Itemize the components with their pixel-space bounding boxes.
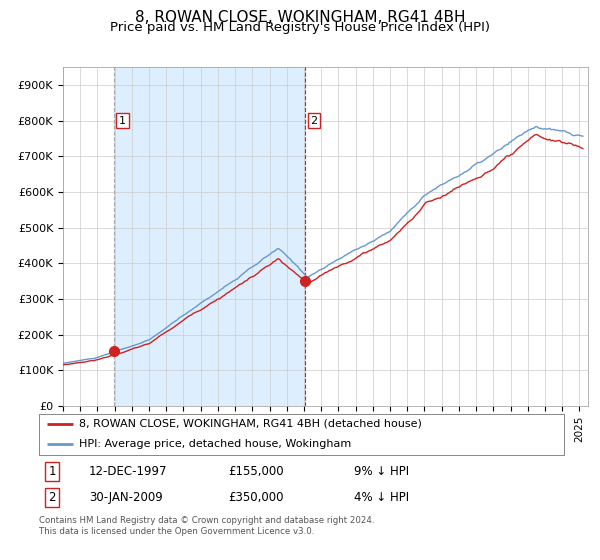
Text: HPI: Average price, detached house, Wokingham: HPI: Average price, detached house, Woki…: [79, 439, 352, 449]
Bar: [114, 67, 305, 406]
Text: 1: 1: [49, 465, 56, 478]
Text: 9% ↓ HPI: 9% ↓ HPI: [354, 465, 409, 478]
Text: 12-DEC-1997: 12-DEC-1997: [89, 465, 167, 478]
Text: 2: 2: [49, 491, 56, 504]
Text: Price paid vs. HM Land Registry's House Price Index (HPI): Price paid vs. HM Land Registry's House …: [110, 21, 490, 34]
Text: 8, ROWAN CLOSE, WOKINGHAM, RG41 4BH: 8, ROWAN CLOSE, WOKINGHAM, RG41 4BH: [135, 10, 465, 25]
Text: Contains HM Land Registry data © Crown copyright and database right 2024.
This d: Contains HM Land Registry data © Crown c…: [39, 516, 374, 536]
Text: £155,000: £155,000: [228, 465, 284, 478]
Text: 2: 2: [311, 116, 317, 125]
Text: 30-JAN-2009: 30-JAN-2009: [89, 491, 163, 504]
Text: 1: 1: [119, 116, 126, 125]
Text: 4% ↓ HPI: 4% ↓ HPI: [354, 491, 409, 504]
Text: 8, ROWAN CLOSE, WOKINGHAM, RG41 4BH (detached house): 8, ROWAN CLOSE, WOKINGHAM, RG41 4BH (det…: [79, 419, 422, 428]
Text: £350,000: £350,000: [228, 491, 284, 504]
